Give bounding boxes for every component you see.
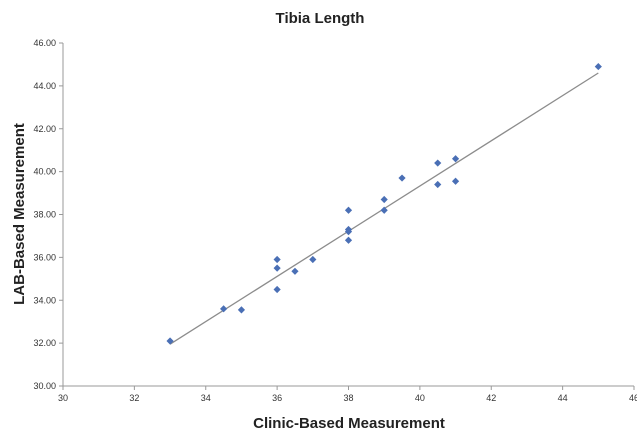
- data-point: [434, 159, 442, 167]
- data-point: [219, 305, 228, 313]
- x-tick-label: 36: [272, 393, 282, 403]
- y-tick-label: 40.00: [33, 167, 56, 177]
- data-point: [344, 225, 353, 234]
- data-point: [309, 255, 317, 264]
- x-tick-label: 34: [201, 393, 211, 403]
- y-tick-label: 34.00: [33, 295, 56, 305]
- y-tick-label: 44.00: [33, 81, 56, 91]
- x-tick-label: 42: [486, 393, 496, 403]
- y-tick-label: 38.00: [33, 210, 56, 220]
- data-point: [344, 206, 353, 214]
- x-tick-label: 30: [58, 393, 68, 403]
- data-point: [594, 62, 602, 71]
- y-tick-label: 46.00: [33, 38, 56, 48]
- data-point: [273, 264, 281, 272]
- y-tick-label: 42.00: [33, 124, 56, 134]
- data-point: [237, 306, 246, 314]
- data-point: [451, 155, 460, 163]
- chart-title: Tibia Length: [276, 10, 365, 27]
- data-point: [273, 255, 281, 264]
- x-tick-label: 38: [343, 393, 353, 403]
- data-point: [273, 285, 281, 294]
- y-tick-label: 30.00: [33, 381, 56, 391]
- x-tick-label: 32: [129, 393, 139, 403]
- y-tick-label: 32.00: [33, 338, 56, 348]
- data-point: [451, 177, 460, 185]
- y-axis-title: LAB-Based Measurement: [11, 123, 28, 305]
- data-point: [291, 267, 299, 275]
- data-point: [434, 180, 442, 189]
- data-points: [166, 62, 602, 345]
- data-point: [166, 337, 174, 345]
- x-axis-ticks: 30 32 34 36 38 40 42 44 46: [58, 386, 637, 403]
- data-point: [380, 195, 388, 204]
- x-tick-label: 46: [629, 393, 637, 403]
- x-tick-label: 40: [415, 393, 425, 403]
- data-point: [398, 174, 406, 182]
- y-axis-ticks: 30.00 32.00 34.00 36.00 38.00 40.00 42.00 44.00…: [33, 38, 63, 391]
- x-axis-title: Clinic-Based Measurement: [253, 415, 445, 432]
- data-point: [380, 206, 388, 214]
- y-tick-label: 36.00: [33, 252, 56, 262]
- x-tick-label: 44: [558, 393, 568, 403]
- data-point: [344, 236, 353, 244]
